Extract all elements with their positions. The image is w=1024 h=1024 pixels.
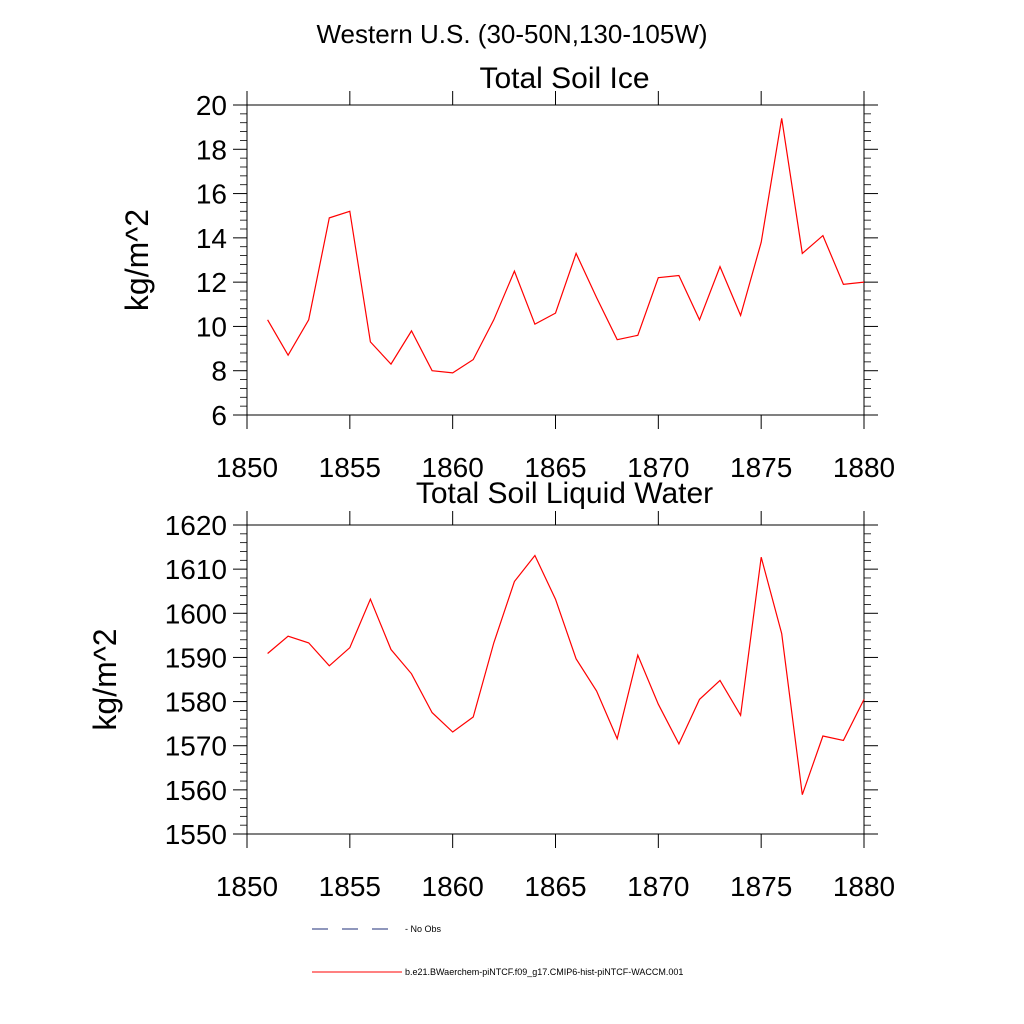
y-tick-label: 1550	[165, 819, 227, 850]
y-tick-label: 10	[196, 311, 227, 342]
y-tick-label: 1570	[165, 731, 227, 762]
plot-frame	[246, 524, 865, 835]
y-tick-label: 1620	[165, 510, 227, 541]
y-axis-label: kg/m^2	[119, 209, 155, 311]
x-tick-label: 1855	[319, 871, 381, 902]
figure-title: Western U.S. (30-50N,130-105W)	[316, 19, 707, 49]
x-tick-label: 1880	[833, 452, 895, 483]
chart-panels: Total Soil Ice 1850 1855 1860 1865 1870 1875 18…	[87, 62, 895, 902]
series-line-0	[267, 554, 865, 795]
legend-label-1: b.e21.BWaerchem-piNTCF.f09_g17.CMIP6-his…	[405, 967, 683, 977]
y-tick-label: 16	[196, 179, 227, 210]
y-tick-label: 18	[196, 134, 227, 165]
x-tick-label: 1855	[319, 452, 381, 483]
x-tick-label: 1870	[627, 871, 689, 902]
x-tick-label: 1850	[216, 452, 278, 483]
x-tick-label: 1865	[524, 871, 586, 902]
legend-label-0: - No Obs	[405, 924, 442, 934]
x-tick-label: 1860	[422, 871, 484, 902]
y-tick-label: 6	[211, 400, 227, 431]
y-tick-label: 1610	[165, 554, 227, 585]
x-tick-label: 1850	[216, 871, 278, 902]
y-tick-label: 1600	[165, 598, 227, 629]
plot-frame	[246, 104, 865, 416]
series-line-0	[267, 118, 865, 374]
panel-title: Total Soil Ice	[479, 62, 649, 95]
x-tick-label: 1880	[833, 871, 895, 902]
y-tick-label: 1590	[165, 642, 227, 673]
y-axis-label: kg/m^2	[87, 628, 123, 730]
x-tick-label: 1875	[730, 871, 792, 902]
legend: - No Obs b.e21.BWaerchem-piNTCF.f09_g17.C…	[312, 924, 683, 977]
y-tick-label: 8	[211, 356, 227, 387]
y-tick-label: 1580	[165, 687, 227, 718]
y-tick-label: 14	[196, 223, 227, 254]
x-tick-label: 1870	[627, 452, 689, 483]
y-tick-label: 12	[196, 267, 227, 298]
chart-panel-0: Total Soil Ice 1850 1855 1860 1865 1870 1875 18…	[119, 62, 895, 483]
chart-panel-1: Total Soil Liquid Water 1850 1855 1860 1865 1…	[87, 477, 895, 902]
panel-title: Total Soil Liquid Water	[416, 477, 713, 510]
x-tick-label: 1865	[524, 452, 586, 483]
x-tick-label: 1860	[422, 452, 484, 483]
y-tick-label: 1560	[165, 775, 227, 806]
x-tick-label: 1875	[730, 452, 792, 483]
y-tick-label: 20	[196, 90, 227, 121]
